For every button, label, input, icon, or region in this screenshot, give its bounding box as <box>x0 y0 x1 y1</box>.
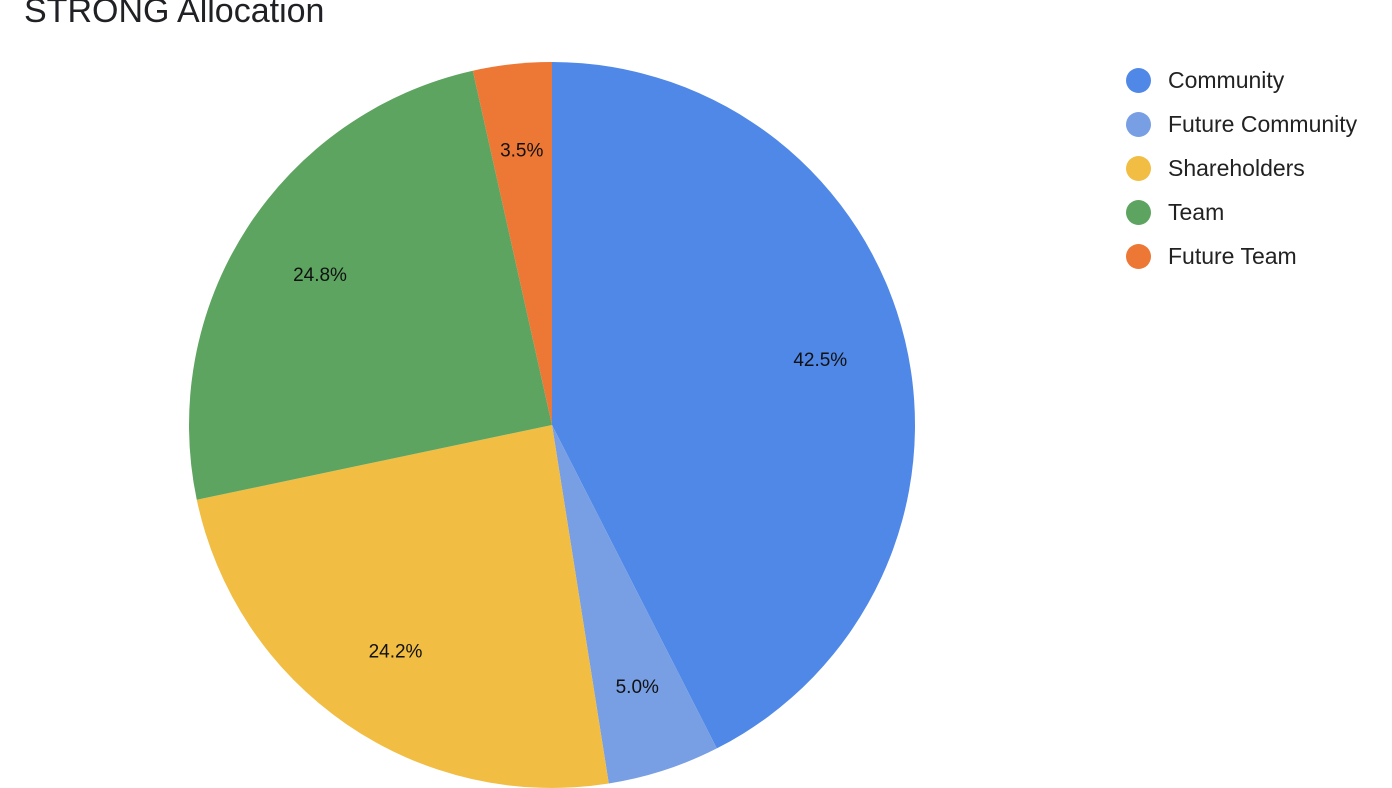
pie-slice-labels: 42.5% 5.0% 24.2% 24.8% 3.5% <box>293 140 847 698</box>
slice-label-team: 24.8% <box>293 265 347 286</box>
legend-swatch-icon <box>1126 67 1151 93</box>
pie-slice-community[interactable] <box>552 62 915 749</box>
chart-title: STRONG Allocation <box>24 0 325 30</box>
slice-label-shareholders: 24.2% <box>369 642 423 663</box>
legend-item-future-community[interactable]: Future Community <box>1126 102 1357 146</box>
slice-label-future-team: 3.5% <box>500 140 543 161</box>
legend-label: Future Community <box>1168 110 1358 137</box>
legend-label: Community <box>1168 66 1285 93</box>
legend-swatch-icon <box>1126 243 1151 269</box>
legend-swatch-icon <box>1126 155 1151 181</box>
slice-label-community: 42.5% <box>793 350 847 371</box>
legend-swatch-icon <box>1126 111 1151 137</box>
legend-item-team[interactable]: Team <box>1126 190 1357 234</box>
legend-item-shareholders[interactable]: Shareholders <box>1126 146 1357 190</box>
legend-label: Shareholders <box>1168 154 1305 181</box>
pie-slice-future-team[interactable] <box>472 62 552 425</box>
chart-legend: Community Future Community Shareholders … <box>1126 58 1357 278</box>
legend-label: Team <box>1168 198 1225 225</box>
pie-slice-team[interactable] <box>188 70 552 500</box>
pie-slice-future-community[interactable] <box>552 425 717 784</box>
legend-label: Future Team <box>1168 242 1297 269</box>
legend-item-community[interactable]: Community <box>1126 58 1357 102</box>
pie-slices <box>188 62 915 788</box>
legend-swatch-icon <box>1126 199 1151 225</box>
legend-item-future-team[interactable]: Future Team <box>1126 234 1357 278</box>
pie-slice-shareholders[interactable] <box>196 425 609 788</box>
slice-label-future-community: 5.0% <box>616 677 659 698</box>
